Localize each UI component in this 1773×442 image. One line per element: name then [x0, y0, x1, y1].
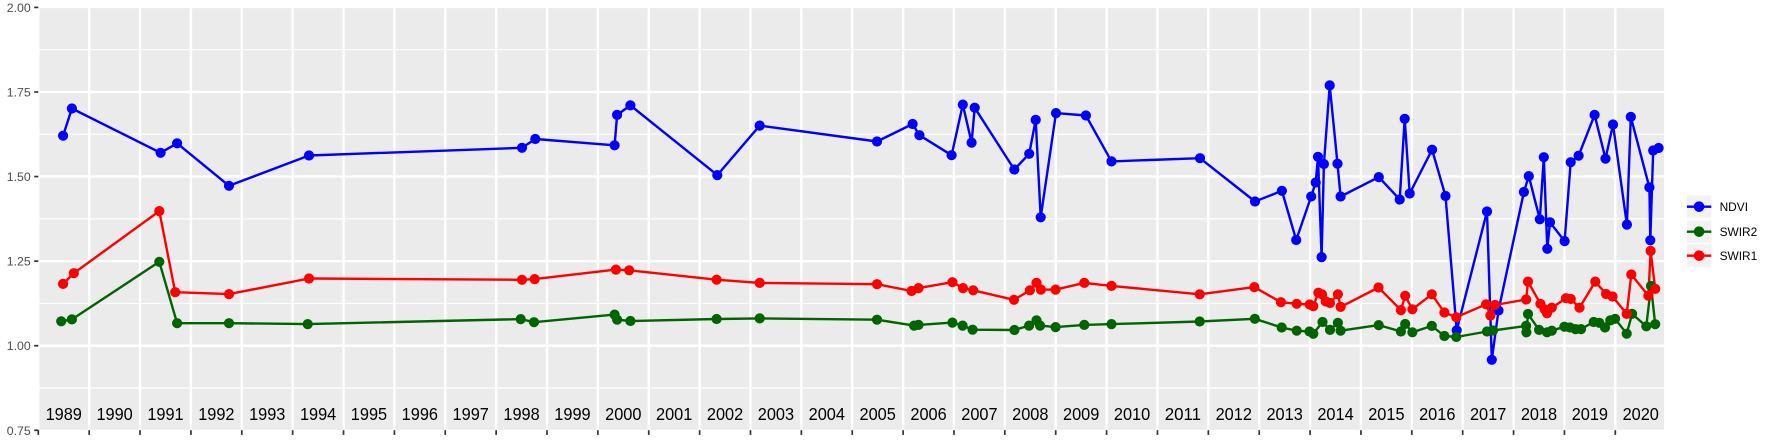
- svg-text:1990: 1990: [96, 404, 132, 424]
- svg-text:2011: 2011: [1165, 404, 1201, 424]
- svg-text:SWIR2: SWIR2: [1720, 225, 1758, 239]
- svg-text:2009: 2009: [1063, 404, 1099, 424]
- svg-text:1994: 1994: [300, 404, 336, 424]
- svg-text:1993: 1993: [249, 404, 285, 424]
- svg-text:2005: 2005: [860, 404, 896, 424]
- svg-text:2020: 2020: [1623, 404, 1659, 424]
- svg-text:2004: 2004: [809, 404, 845, 424]
- svg-text:2013: 2013: [1266, 404, 1302, 424]
- svg-text:1998: 1998: [503, 404, 539, 424]
- svg-text:1995: 1995: [351, 404, 387, 424]
- svg-text:1.75: 1.75: [7, 85, 31, 99]
- svg-text:1.50: 1.50: [7, 170, 31, 184]
- svg-text:1.25: 1.25: [7, 255, 31, 269]
- svg-text:2014: 2014: [1317, 404, 1353, 424]
- svg-text:2019: 2019: [1572, 404, 1608, 424]
- svg-text:2017: 2017: [1470, 404, 1506, 424]
- svg-text:2001: 2001: [656, 404, 692, 424]
- svg-text:1997: 1997: [453, 404, 489, 424]
- svg-text:2015: 2015: [1368, 404, 1404, 424]
- svg-text:2.00: 2.00: [7, 1, 31, 15]
- svg-text:2018: 2018: [1521, 404, 1557, 424]
- svg-text:2002: 2002: [707, 404, 743, 424]
- svg-text:1999: 1999: [554, 404, 590, 424]
- svg-text:2006: 2006: [910, 404, 946, 424]
- svg-text:1992: 1992: [198, 404, 234, 424]
- svg-text:1.00: 1.00: [7, 339, 31, 353]
- svg-text:2016: 2016: [1419, 404, 1455, 424]
- svg-text:2003: 2003: [758, 404, 794, 424]
- svg-text:1991: 1991: [147, 404, 183, 424]
- svg-text:NDVI: NDVI: [1720, 200, 1748, 214]
- svg-text:2008: 2008: [1012, 404, 1048, 424]
- svg-text:2010: 2010: [1114, 404, 1150, 424]
- svg-text:1996: 1996: [402, 404, 438, 424]
- svg-text:SWIR1: SWIR1: [1720, 249, 1758, 263]
- svg-text:1989: 1989: [46, 404, 82, 424]
- svg-text:2012: 2012: [1216, 404, 1252, 424]
- svg-text:2000: 2000: [605, 404, 641, 424]
- svg-text:2007: 2007: [961, 404, 997, 424]
- svg-text:0.75: 0.75: [7, 424, 31, 438]
